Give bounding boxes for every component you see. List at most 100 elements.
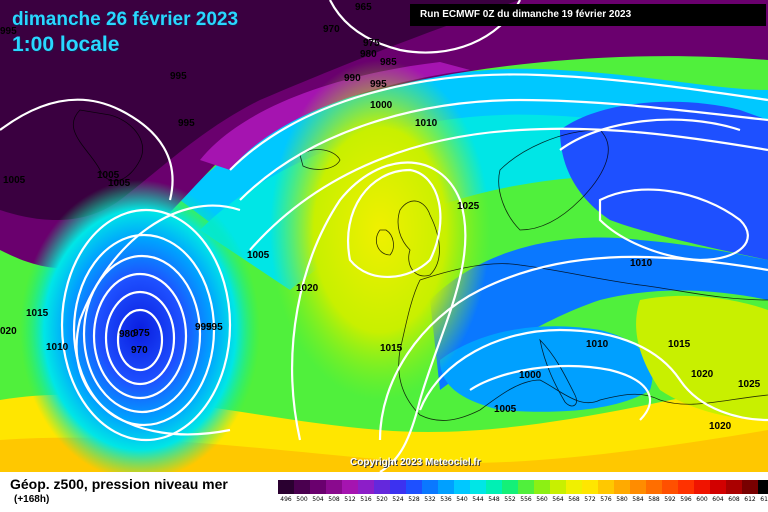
scale-value: 516: [360, 496, 372, 503]
scale-value: 528: [408, 496, 420, 503]
scale-value: 504: [312, 496, 324, 503]
scale-value: 576: [600, 496, 612, 503]
isobar-label: 1005: [97, 170, 120, 181]
scale-value: 560: [536, 496, 548, 503]
isobar-label: 1000: [370, 100, 393, 111]
isobar-label: 970: [131, 345, 148, 356]
scale-swatch: 604: [710, 480, 726, 503]
isobar-label: 1005: [247, 250, 270, 261]
isobar-label: 995: [170, 71, 187, 82]
isobar-label: 1010: [46, 342, 69, 353]
isobar-label: 995: [370, 79, 387, 90]
scale-swatch: 596: [678, 480, 694, 503]
isobar-label: 985: [380, 57, 397, 68]
isobar-label: 970: [323, 24, 340, 35]
scale-swatch: 568: [566, 480, 582, 503]
copyright-text: Copyright 2023 Meteociel.fr: [350, 457, 481, 468]
isobar-label: 1015: [26, 308, 49, 319]
mediterranean-blue: [440, 326, 653, 412]
scale-value: 536: [440, 496, 452, 503]
run-info-banner: Run ECMWF 0Z du dimanche 19 février 2023: [410, 4, 766, 26]
isobar-low-6: [60, 208, 232, 442]
isobar-low-4: [82, 254, 202, 414]
scale-swatch: 556: [518, 480, 534, 503]
isobar-label: 1020: [296, 283, 319, 294]
scale-value: 512: [344, 496, 356, 503]
isobar-label: 1020: [691, 369, 714, 380]
scale-value: 580: [616, 496, 628, 503]
scale-value: 540: [456, 496, 468, 503]
scale-swatch: 524: [390, 480, 406, 503]
forecast-date-title: dimanche 26 février 2023: [12, 9, 239, 30]
isobar-label: 995: [178, 118, 195, 129]
scale-swatch: 600: [694, 480, 710, 503]
isobar-label: 995: [206, 322, 223, 333]
greenland-coast: [73, 109, 143, 182]
scale-swatch: 508: [326, 480, 342, 503]
scale-swatch: 552: [502, 480, 518, 503]
isobar-label: 965: [355, 2, 372, 13]
scale-swatch: 544: [470, 480, 486, 503]
scale-value: 496: [280, 496, 292, 503]
scale-swatch: 512: [342, 480, 358, 503]
isobar-label: 990: [344, 73, 361, 84]
scale-swatch: 536: [438, 480, 454, 503]
scale-swatch: 572: [582, 480, 598, 503]
scale-value: 572: [584, 496, 596, 503]
scale-value: 552: [504, 496, 516, 503]
scale-swatch: 500: [294, 480, 310, 503]
isobar-label: 1020: [709, 421, 732, 432]
scale-value: 532: [424, 496, 436, 503]
scale-value: 564: [552, 496, 564, 503]
legend-subtitle: (+168h): [14, 494, 50, 505]
isobar-label: 1010: [630, 258, 653, 269]
isobar-label: 1010: [415, 118, 438, 129]
isobars: [0, 0, 768, 472]
scale-value: 604: [712, 496, 724, 503]
scale-value: 596: [680, 496, 692, 503]
isobar-label: 975: [133, 328, 150, 339]
isobar-europe-3: [469, 365, 651, 421]
isobar-north-pole: [329, 0, 521, 54]
scale-swatch: 576: [598, 480, 614, 503]
scale-value: 548: [488, 496, 500, 503]
europe-coast: [398, 263, 768, 421]
isobar-low-3: [92, 272, 188, 400]
scale-swatch: 496: [278, 480, 294, 503]
scale-value: 600: [696, 496, 708, 503]
isobar-label: 980: [119, 329, 136, 340]
isobar-europe-2: [418, 328, 768, 422]
scale-swatch: 564: [550, 480, 566, 503]
scale-swatch: 580: [614, 480, 630, 503]
isobar-east-2: [559, 118, 741, 151]
scale-value: 508: [328, 496, 340, 503]
scale-value: 588: [648, 496, 660, 503]
isobar-north-1: [229, 73, 768, 171]
isobar-label: 1005: [108, 178, 131, 189]
scale-swatch: 560: [534, 480, 550, 503]
italy-coast: [539, 338, 577, 407]
isobar-label: 995: [195, 322, 212, 333]
scale-swatch: 520: [374, 480, 390, 503]
north-dark-zone: [0, 0, 520, 220]
scale-value: 500: [296, 496, 308, 503]
isobar-europe-1: [378, 255, 768, 441]
iceland-coast: [299, 149, 341, 170]
isobar-label: 1015: [380, 343, 403, 354]
isobar-low-1: [116, 308, 164, 372]
isobar-label: 020: [0, 326, 17, 337]
scale-swatch: 616: [758, 480, 768, 503]
isobar-west-1: [75, 204, 241, 436]
isobar-labels: 965 970 975 980 985 990 995 1000 1010 99…: [0, 2, 761, 432]
legend-title: Géop. z500, pression niveau mer: [10, 476, 228, 492]
isobar-low-5: [72, 233, 216, 427]
east-yellow-zone: [636, 295, 768, 420]
scale-swatch: 584: [630, 480, 646, 503]
isobar-high-1: [291, 161, 467, 472]
isobar-label: 1005: [3, 175, 26, 186]
scale-swatch: 540: [454, 480, 470, 503]
scale-value: 568: [568, 496, 580, 503]
scale-swatch: 516: [358, 480, 374, 503]
scale-swatch: 548: [486, 480, 502, 503]
